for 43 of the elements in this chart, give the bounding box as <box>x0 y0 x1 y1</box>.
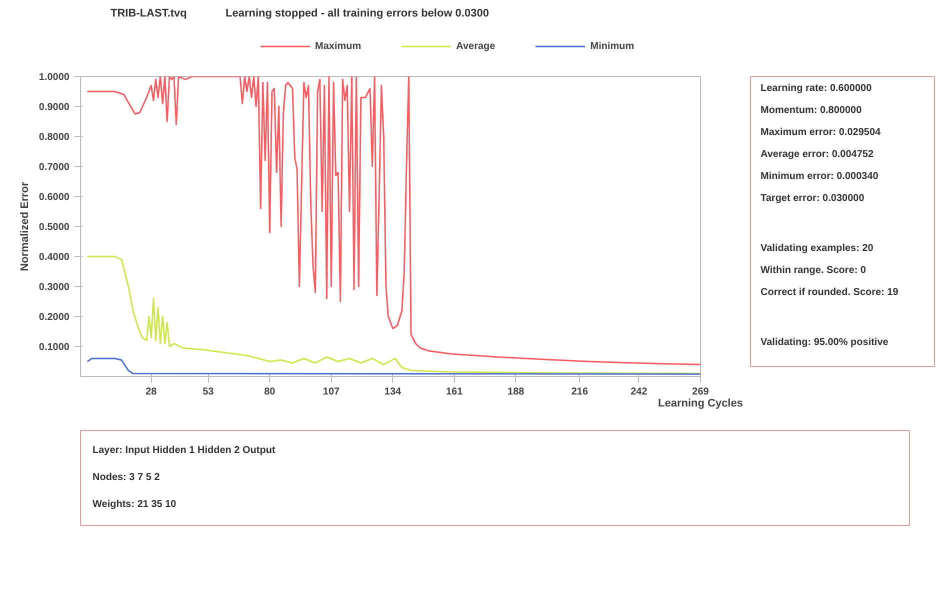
text: Target error: 0.030000 <box>760 193 865 204</box>
text: Minimum error: 0.000340 <box>760 171 879 182</box>
x-tick-label: 53 <box>202 386 214 398</box>
text: Validating examples: 20 <box>760 243 874 254</box>
text: Within range. Score: 0 <box>760 265 866 276</box>
y-tick-label: 0.8000 <box>38 132 70 143</box>
chart-title: Learning stopped - all training errors below 0.0300 <box>226 8 489 20</box>
y-tick-label: 0.6000 <box>38 192 70 203</box>
line-series <box>86 256 700 374</box>
line-series <box>86 358 700 375</box>
x-tick-label: 269 <box>692 386 710 398</box>
text: Momentum: 0.800000 <box>760 105 862 116</box>
y-tick-label: 0.1000 <box>38 342 70 353</box>
text: Validating: 95.00% positive <box>760 337 889 348</box>
y-tick-label: 0.7000 <box>38 162 70 173</box>
text: Correct if rounded. Score: 19 <box>760 287 899 298</box>
legend-label: Maximum <box>315 40 362 52</box>
text: Weights: 21 35 10 <box>92 499 177 510</box>
line-series <box>86 76 700 366</box>
legend-label: Average <box>456 40 496 52</box>
x-tick-label: 161 <box>446 386 464 398</box>
text: Learning rate: 0.600000 <box>760 83 872 94</box>
text: Layer: Input Hidden 1 Hidden 2 Output <box>92 445 276 456</box>
y-tick-label: 0.5000 <box>38 222 70 233</box>
y-tick-label: 0.9000 <box>38 102 70 113</box>
text: Maximum error: 0.029504 <box>760 127 881 138</box>
y-axis-title: Normalized Error <box>18 181 31 272</box>
y-tick-label: 0.4000 <box>38 252 70 263</box>
text: Nodes: 3 7 5 2 <box>92 472 160 483</box>
y-tick-label: 1.0000 <box>38 72 70 83</box>
x-tick-label: 188 <box>508 386 525 398</box>
y-tick-label: 0.2000 <box>38 312 70 323</box>
x-tick-label: 28 <box>146 386 158 398</box>
x-tick-label: 80 <box>264 386 276 398</box>
chart-subtitle: TRIB-LAST.tvq <box>110 8 187 20</box>
y-tick-label: 0.3000 <box>38 282 70 293</box>
x-tick-label: 242 <box>630 386 648 398</box>
legend-label: Minimum <box>590 40 634 52</box>
x-tick-label: 107 <box>322 386 340 398</box>
x-tick-label: 216 <box>571 386 588 398</box>
text: Average error: 0.004752 <box>760 149 874 160</box>
x-axis-title: Learning Cycles <box>658 398 743 410</box>
x-tick-label: 134 <box>384 386 402 398</box>
